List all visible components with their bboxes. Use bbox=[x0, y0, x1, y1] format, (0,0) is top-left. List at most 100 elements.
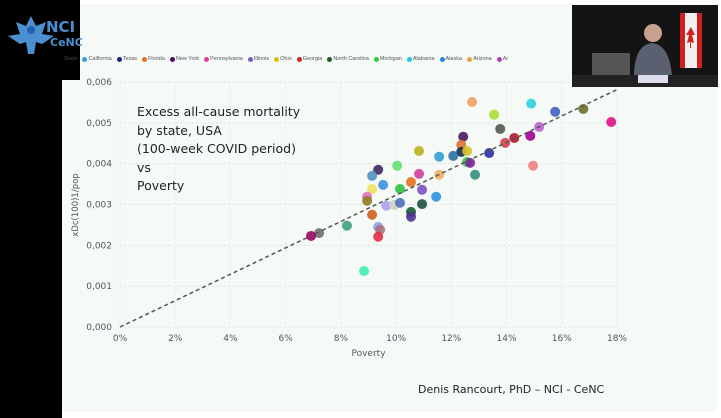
legend-label: Alabama bbox=[412, 56, 435, 62]
data-point bbox=[381, 200, 392, 211]
data-point bbox=[417, 184, 428, 195]
data-point bbox=[406, 211, 417, 222]
legend-item[interactable]: Alabama bbox=[406, 55, 435, 63]
x-tick-label: 0% bbox=[113, 334, 128, 344]
legend-label: New York bbox=[175, 56, 200, 62]
x-tick-label: 12% bbox=[441, 334, 461, 344]
data-point bbox=[606, 117, 617, 128]
y-axis-label: xDc(100)1/pop bbox=[71, 173, 81, 236]
data-point bbox=[495, 123, 506, 134]
annotation-line: by state, USA bbox=[137, 122, 222, 138]
legend-label: Georgia bbox=[302, 56, 323, 62]
legend-label: Ar bbox=[502, 56, 509, 62]
credit-text: Denis Rancourt, PhD – NCI - CeNC bbox=[418, 383, 605, 396]
data-point bbox=[550, 106, 561, 117]
data-point bbox=[431, 191, 442, 202]
trend-line bbox=[119, 88, 618, 328]
legend-item[interactable]: Pennsylvania bbox=[204, 55, 243, 63]
x-axis-label: Poverty bbox=[351, 349, 386, 359]
y-tick-label: 0,002 bbox=[86, 241, 112, 251]
chart-legend: State California Texas Florida New York Penn… bbox=[64, 55, 508, 63]
legend-dot-icon bbox=[327, 56, 333, 62]
data-point bbox=[378, 179, 389, 190]
legend-dot-icon bbox=[169, 56, 175, 62]
legend-dot-icon bbox=[247, 56, 253, 62]
data-point bbox=[341, 220, 352, 231]
data-point bbox=[359, 266, 370, 277]
legend-dot-icon bbox=[142, 56, 148, 62]
legend-dot-icon bbox=[82, 56, 88, 62]
legend-label: North Carolina bbox=[333, 56, 369, 62]
x-tick-label: 18% bbox=[607, 334, 627, 344]
legend-dot-icon bbox=[116, 56, 122, 62]
legend-label: California bbox=[88, 56, 112, 62]
x-tick-label: 14% bbox=[497, 334, 517, 344]
legend-title: State bbox=[64, 56, 78, 62]
legend-item[interactable]: North Carolina bbox=[327, 55, 369, 63]
maple-leaf-icon bbox=[8, 16, 54, 54]
annotation-line: Poverty bbox=[137, 178, 185, 193]
data-point bbox=[578, 103, 589, 114]
data-point bbox=[367, 183, 378, 194]
legend-item[interactable]: New York bbox=[169, 55, 200, 63]
legend-item[interactable]: Ar bbox=[496, 55, 509, 63]
x-tick-label: 8% bbox=[334, 334, 349, 344]
data-point bbox=[406, 177, 417, 188]
data-point bbox=[462, 146, 473, 157]
legend-item[interactable]: Michigan bbox=[373, 55, 402, 63]
legend-dot-icon bbox=[274, 56, 280, 62]
data-point bbox=[367, 170, 378, 181]
legend-label: Illinois bbox=[253, 56, 270, 62]
legend-item[interactable]: Illinois bbox=[247, 55, 270, 63]
y-tick-label: 0,005 bbox=[86, 119, 112, 129]
legend-label: Texas bbox=[122, 56, 138, 62]
data-point bbox=[484, 148, 495, 159]
legend-dot-icon bbox=[373, 56, 379, 62]
chart-annotation: Excess all-cause mortality by state, USA (… bbox=[137, 103, 300, 196]
data-point bbox=[458, 131, 469, 142]
y-tick-label: 0,006 bbox=[86, 78, 112, 88]
logo-nci: NCI bbox=[46, 18, 76, 36]
y-tick-label: 0,000 bbox=[86, 323, 112, 333]
legend-label: Pennsylvania bbox=[210, 56, 243, 62]
legend-item[interactable]: Arizona bbox=[467, 55, 492, 63]
data-point bbox=[414, 168, 425, 179]
legend-item[interactable]: Ohio bbox=[274, 55, 292, 63]
data-point bbox=[394, 183, 405, 194]
x-tick-label: 16% bbox=[552, 334, 572, 344]
x-tick-label: 6% bbox=[279, 334, 294, 344]
annotation-line: vs bbox=[137, 159, 151, 175]
data-point bbox=[367, 209, 378, 220]
legend-item[interactable]: Alaska bbox=[439, 55, 463, 63]
legend-label: Alaska bbox=[445, 56, 463, 62]
legend-item[interactable]: California bbox=[82, 55, 112, 63]
legend-dot-icon bbox=[406, 56, 412, 62]
y-tick-label: 0,004 bbox=[86, 160, 112, 170]
speaker-webcam bbox=[572, 5, 718, 87]
y-tick-label: 0,003 bbox=[86, 201, 112, 211]
data-point bbox=[470, 169, 481, 180]
legend-label: Florida bbox=[148, 56, 165, 62]
legend-dot-icon bbox=[204, 56, 210, 62]
legend-label: Ohio bbox=[280, 56, 292, 62]
logo-cenc: CeNC bbox=[50, 36, 83, 49]
data-point bbox=[526, 98, 537, 109]
data-point bbox=[414, 146, 425, 157]
data-point bbox=[528, 160, 539, 171]
data-point bbox=[362, 195, 373, 206]
legend-dot-icon bbox=[296, 56, 302, 62]
data-point bbox=[314, 228, 325, 239]
data-point bbox=[394, 197, 405, 208]
data-point bbox=[489, 109, 500, 120]
legend-dot-icon bbox=[496, 56, 502, 62]
legend-item[interactable]: Florida bbox=[142, 55, 165, 63]
annotation-line: Excess all-cause mortality bbox=[137, 104, 301, 119]
x-tick-label: 10% bbox=[386, 334, 406, 344]
data-point bbox=[434, 151, 445, 162]
legend-item[interactable]: Georgia bbox=[296, 55, 323, 63]
nci-cenc-logo: NCI CeNC bbox=[6, 14, 116, 56]
data-point bbox=[500, 137, 511, 148]
y-tick-label: 0,001 bbox=[86, 282, 112, 292]
legend-item[interactable]: Texas bbox=[116, 55, 138, 63]
